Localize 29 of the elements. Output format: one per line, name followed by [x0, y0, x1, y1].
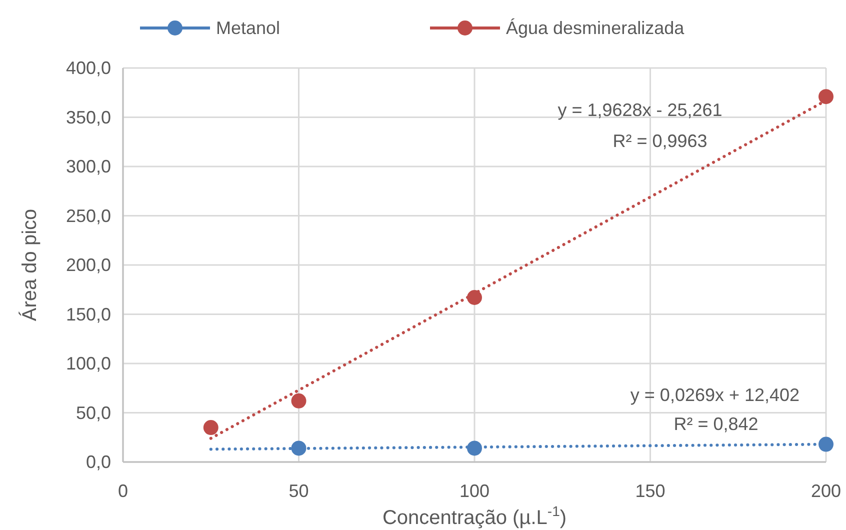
point [467, 440, 482, 456]
y-tick-label: 0,0 [86, 452, 111, 472]
y-tick-label: 250,0 [66, 206, 111, 226]
x-tick-label: 150 [635, 481, 666, 501]
y-tick-label: 50,0 [76, 402, 111, 423]
y-tick-label: 100,0 [66, 354, 111, 374]
legend-label: Metanol [216, 18, 280, 38]
x-tick-label: 0 [118, 481, 128, 501]
point [291, 393, 306, 408]
x-tick-label: 100 [459, 481, 490, 501]
point [818, 89, 834, 104]
y-tick-label: 300,0 [66, 156, 111, 176]
point [203, 420, 218, 436]
annotation: y = 1,9628x - 25,261 [558, 100, 722, 120]
point [818, 436, 834, 452]
y-tick-label: 200,0 [66, 255, 111, 275]
y-tick-label: 350,0 [66, 107, 111, 128]
y-tick-label: 400,0 [66, 58, 111, 78]
annotation: R² = 0,842 [674, 414, 758, 434]
point [291, 440, 306, 456]
annotation: R² = 0,9963 [612, 131, 708, 151]
annotation: y = 0,0269x + 12,402 [630, 385, 800, 405]
y-tick-label: 150,0 [66, 304, 111, 324]
legend-label: Água desmineralizada [506, 18, 686, 38]
x-tick-label: 50 [288, 481, 309, 501]
point [467, 290, 482, 306]
y-axis-title: Área do pico [18, 208, 41, 322]
x-axis-title: Concentração (µ.L$^{-1}$) [382, 503, 567, 529]
x-tick-label: 200 [810, 481, 842, 501]
